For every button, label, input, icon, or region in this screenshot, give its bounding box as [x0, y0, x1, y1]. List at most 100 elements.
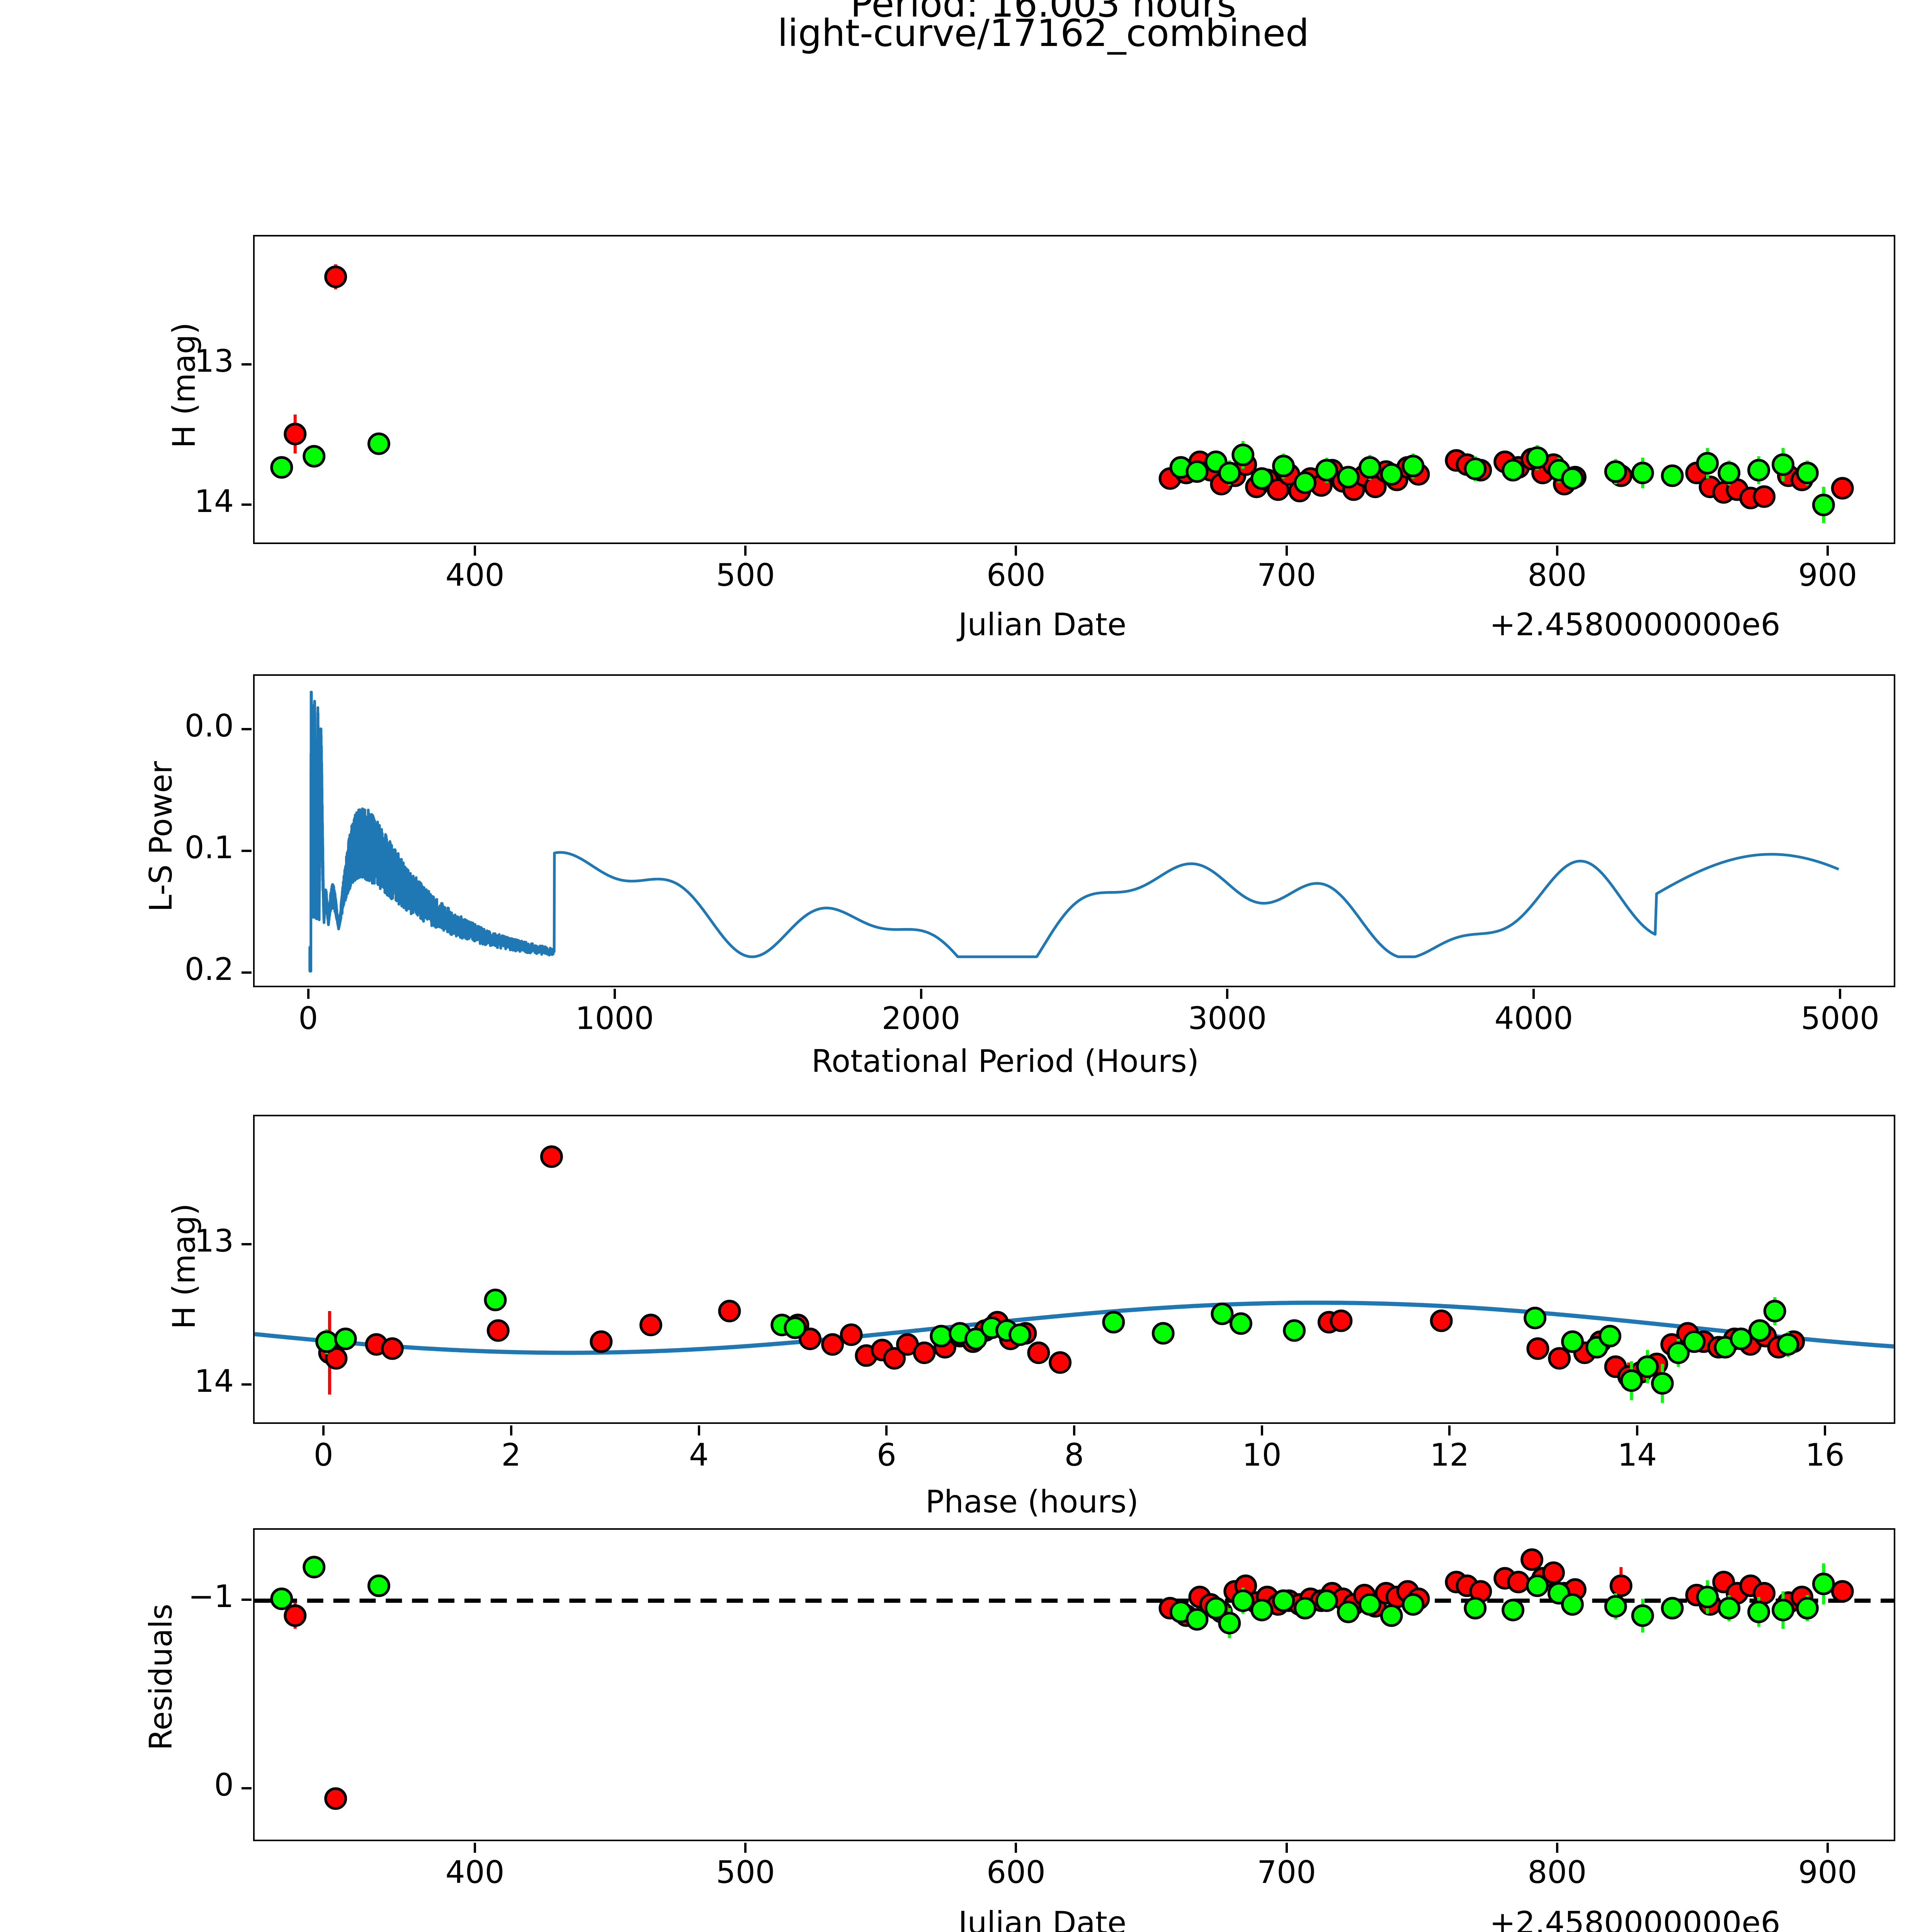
data-point-green	[1631, 1604, 1654, 1627]
data-point-green	[1008, 1323, 1031, 1346]
xtick-label: 400	[445, 1854, 505, 1890]
xtick-mark	[510, 1425, 512, 1435]
xtick-label: 500	[716, 557, 775, 593]
data-point-green	[1796, 461, 1819, 485]
data-point-green	[1250, 467, 1274, 490]
ytick-mark	[242, 971, 252, 974]
xtick-label: 8	[1064, 1437, 1084, 1473]
xtick-mark	[1826, 1843, 1829, 1853]
panel-lightcurve-x-offset: +2.4580000000e6	[1490, 607, 1781, 643]
data-point-green	[1294, 1597, 1316, 1620]
xtick-mark	[1532, 989, 1535, 999]
data-point-green	[1230, 1312, 1252, 1335]
data-point-red	[284, 1604, 307, 1627]
data-point-green	[1730, 1327, 1753, 1350]
xtick-label: 14	[1617, 1437, 1657, 1473]
data-point-green	[1231, 1589, 1255, 1612]
data-point-green	[1151, 1322, 1175, 1345]
xtick-label: 0	[298, 1000, 318, 1036]
xtick-label: 4	[689, 1437, 709, 1473]
data-point-green	[1380, 463, 1403, 486]
xtick-label: 700	[1257, 1854, 1316, 1890]
xtick-label: 4000	[1494, 1000, 1573, 1036]
xtick-label: 2	[501, 1437, 521, 1473]
data-point-green	[1561, 1330, 1584, 1353]
data-point-green	[1812, 1572, 1835, 1595]
ytick-label: 14	[194, 483, 234, 520]
data-point-red	[486, 1319, 510, 1342]
periodogram-line	[308, 690, 1839, 973]
xtick-label: 900	[1798, 1854, 1857, 1890]
data-point-red	[284, 422, 307, 446]
xtick-label: 800	[1527, 557, 1587, 593]
xtick-label: 10	[1242, 1437, 1282, 1473]
xtick-label: 16	[1805, 1437, 1845, 1473]
data-point-green	[1380, 1604, 1403, 1627]
period-header-clipped: Period: 16.003 hours	[850, 0, 1236, 26]
data-point-red	[1542, 1561, 1565, 1584]
data-point-green	[367, 432, 390, 455]
data-point-green	[930, 1325, 953, 1348]
data-point-red	[718, 1299, 741, 1323]
ytick-label: 13	[194, 343, 234, 379]
data-point-green	[1631, 461, 1654, 485]
data-point-green	[1272, 1589, 1295, 1612]
xtick-mark	[697, 1425, 700, 1435]
data-point-green	[303, 1556, 326, 1578]
data-point-green	[1294, 471, 1316, 494]
xtick-mark	[744, 546, 747, 556]
xtick-label: 500	[716, 1854, 775, 1890]
panel-lightcurve-jd	[253, 235, 1895, 544]
data-point-green	[784, 1316, 807, 1339]
xtick-mark	[1448, 1425, 1451, 1435]
xtick-mark	[1285, 546, 1288, 556]
ytick-label: 0.2	[184, 951, 234, 988]
xtick-mark	[1226, 989, 1229, 999]
data-point-green	[1464, 1597, 1487, 1620]
data-point-green	[1763, 1299, 1786, 1323]
panel-residuals-xlabel: Julian Date	[958, 1905, 1127, 1932]
data-point-green	[1204, 1597, 1228, 1620]
ytick-label: −1	[188, 1578, 234, 1615]
xtick-label: 0	[313, 1437, 333, 1473]
xtick-mark	[920, 989, 922, 999]
data-point-green	[1502, 1599, 1525, 1621]
xtick-mark	[1556, 1843, 1558, 1853]
ytick-mark	[242, 363, 252, 366]
ytick-mark	[242, 728, 252, 730]
ytick-label: 14	[194, 1363, 234, 1400]
data-point-green	[1218, 1612, 1241, 1634]
data-point-green	[1502, 459, 1525, 482]
data-point-red	[883, 1347, 906, 1370]
data-point-green	[1599, 1325, 1621, 1348]
data-point-green	[303, 445, 326, 468]
data-point-green	[1604, 460, 1627, 483]
data-point-red	[798, 1327, 821, 1350]
xtick-label: 900	[1798, 557, 1857, 593]
data-point-red	[840, 1323, 863, 1346]
data-point-green	[1696, 452, 1719, 475]
ytick-mark	[242, 1383, 252, 1386]
ytick-mark	[242, 503, 252, 506]
data-point-green	[1358, 1593, 1381, 1616]
data-point-green	[1604, 1595, 1627, 1618]
panel-periodogram	[253, 674, 1895, 987]
data-point-red	[1027, 1341, 1050, 1364]
data-point-green	[1667, 1341, 1690, 1364]
data-point-green	[1620, 1369, 1643, 1392]
data-point-red	[325, 1347, 348, 1370]
data-point-green	[367, 1574, 390, 1597]
data-point-green	[1561, 467, 1584, 490]
data-point-red	[381, 1337, 404, 1360]
data-point-green	[1747, 459, 1770, 482]
xtick-mark	[1556, 546, 1558, 556]
ytick-label: 0	[214, 1767, 234, 1803]
xtick-mark	[1285, 1843, 1288, 1853]
data-point-green	[1718, 461, 1741, 485]
xtick-label: 700	[1257, 557, 1316, 593]
data-point-green	[1812, 493, 1835, 517]
panel-lightcurve-ylabel: H (mag)	[166, 322, 202, 448]
data-point-green	[1748, 1319, 1771, 1342]
xtick-label: 800	[1527, 1854, 1587, 1890]
xtick-label: 3000	[1188, 1000, 1267, 1036]
